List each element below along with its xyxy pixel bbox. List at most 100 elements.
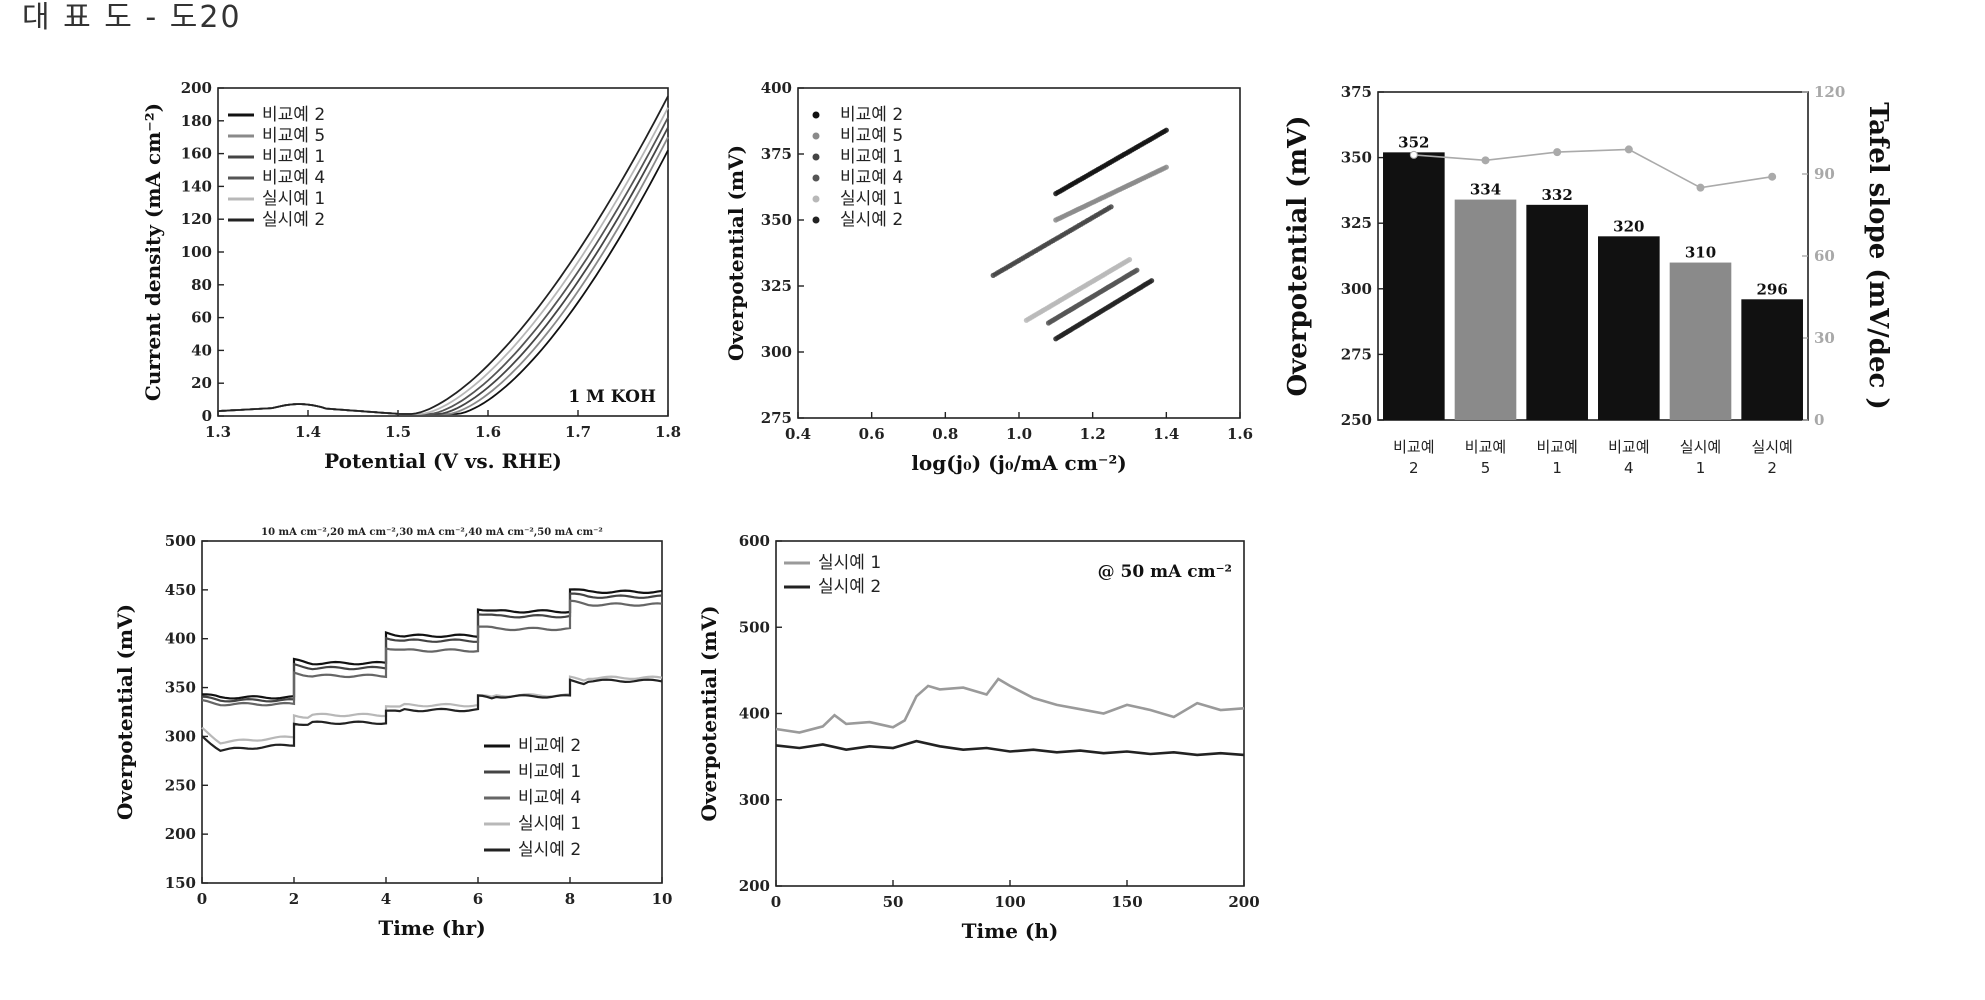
- x-tick-label: 0.4: [785, 425, 811, 443]
- y-tick-label: 375: [1341, 83, 1372, 101]
- x-tick-label: 0: [197, 890, 207, 908]
- legend-entry: 비교예 5: [840, 126, 903, 146]
- category-label-index: 4: [1624, 459, 1634, 477]
- bar-6: [1741, 299, 1803, 420]
- y-tick-label: 350: [761, 211, 792, 229]
- chart-a-group: 1.31.41.51.61.71.80204060801001201401601…: [141, 79, 681, 473]
- y-axis-label: Overpotential (mV): [113, 604, 137, 820]
- y2-tick-label: 90: [1814, 165, 1835, 183]
- bar-4: [1598, 236, 1660, 420]
- x-axis-label: Potential (V vs. RHE): [324, 449, 562, 473]
- y-tick-label: 325: [761, 277, 792, 295]
- y-axis-label: Overpotential (mV): [697, 605, 721, 821]
- chart-d-group: 0246810150200250300350400450500Time (hr)…: [113, 527, 672, 940]
- category-label-index: 2: [1767, 459, 1777, 477]
- legend-entry: 비교예 4: [840, 168, 903, 188]
- legend-entry: 실시예 2: [518, 840, 581, 860]
- series-line-3: [202, 601, 662, 706]
- y-tick-label: 350: [165, 679, 196, 697]
- bar-3: [1526, 205, 1588, 420]
- series-points-3: [991, 204, 1114, 278]
- data-point: [1109, 204, 1114, 209]
- x-tick-label: 2: [289, 890, 299, 908]
- x-tick-label: 1.4: [1153, 425, 1179, 443]
- electrolyte-annotation: 1 M KOH: [568, 387, 656, 407]
- chart-c-group: 2502753003253503750306090120352비교예2334비교…: [1283, 83, 1893, 477]
- x-tick-label: 1.2: [1080, 425, 1106, 443]
- y-axis-label: Current density (mA cm⁻²): [141, 103, 165, 401]
- category-label-index: 1: [1552, 459, 1562, 477]
- current-steps-title: 10 mA cm⁻²,20 mA cm⁻²,30 mA cm⁻²,40 mA c…: [261, 527, 603, 538]
- y-tick-label: 200: [739, 877, 770, 895]
- y2-tick-label: 0: [1814, 411, 1824, 429]
- y-tick-label: 500: [165, 532, 196, 550]
- category-label-index: 5: [1481, 459, 1491, 477]
- y-tick-label: 400: [165, 630, 196, 648]
- legend-entry: 비교예 5: [262, 126, 325, 146]
- tafel-point: [1554, 149, 1561, 156]
- legend-entry: 비교예 2: [518, 736, 581, 756]
- y-tick-label: 400: [761, 79, 792, 97]
- y-tick-label: 600: [739, 532, 770, 550]
- y2-tick-label: 120: [1814, 83, 1845, 101]
- bar-2: [1455, 200, 1517, 420]
- legend-entry: 비교예 1: [518, 762, 581, 782]
- x-tick-label: 8: [565, 890, 575, 908]
- x-tick-label: 0.8: [932, 425, 958, 443]
- legend-entry: 비교예 2: [262, 105, 325, 125]
- series-line-5: [202, 680, 662, 751]
- y-tick-label: 300: [761, 343, 792, 361]
- y-tick-label: 275: [761, 409, 792, 427]
- series-line-2: [202, 594, 662, 702]
- series-points-2: [1053, 165, 1169, 223]
- bar-1: [1383, 152, 1445, 420]
- y-tick-label: 450: [165, 581, 196, 599]
- series-points-5: [1024, 257, 1132, 323]
- y2-tick-label: 30: [1814, 329, 1835, 347]
- y-tick-label: 180: [181, 112, 212, 130]
- category-label: 비교예: [1393, 438, 1434, 456]
- tafel-point: [1482, 157, 1489, 164]
- y-tick-label: 80: [191, 276, 212, 294]
- y-tick-label: 250: [1341, 411, 1372, 429]
- x-tick-label: 1.7: [565, 423, 591, 441]
- data-point: [1134, 268, 1139, 273]
- legend-marker: [813, 196, 820, 203]
- x-axis-label: Time (h): [962, 919, 1059, 943]
- bar-value-label: 334: [1470, 181, 1501, 199]
- x-tick-label: 1.3: [205, 423, 231, 441]
- bar-value-label: 296: [1757, 280, 1788, 298]
- x-tick-label: 200: [1228, 893, 1259, 911]
- y-tick-label: 20: [191, 374, 212, 392]
- data-point: [1164, 165, 1169, 170]
- series-line-1: [776, 679, 1244, 733]
- legend-entry: 실시예 2: [262, 210, 325, 230]
- x-tick-label: 0: [771, 893, 781, 911]
- tafel-point: [1625, 146, 1632, 153]
- y-tick-label: 200: [165, 825, 196, 843]
- tafel-point: [1410, 151, 1417, 158]
- y-tick-label: 325: [1341, 214, 1372, 232]
- y-tick-label: 350: [1341, 149, 1372, 167]
- tafel-slope-line: [1414, 149, 1772, 187]
- y-tick-label: 160: [181, 145, 212, 163]
- legend-entry: 비교예 2: [840, 105, 903, 125]
- bar-value-label: 332: [1542, 186, 1573, 204]
- legend-marker: [813, 217, 820, 224]
- legend-entry: 실시예 1: [818, 553, 881, 573]
- legend-marker: [813, 112, 820, 119]
- category-label: 비교예: [1536, 438, 1577, 456]
- legend-entry: 비교예 1: [262, 147, 325, 167]
- x-tick-label: 0.6: [859, 425, 885, 443]
- tafel-point: [1769, 173, 1776, 180]
- current-density-annotation: @ 50 mA cm⁻²: [1098, 562, 1232, 582]
- bar-value-label: 310: [1685, 244, 1716, 262]
- x-tick-label: 10: [652, 890, 673, 908]
- bar-5: [1670, 263, 1732, 420]
- y-tick-label: 300: [165, 727, 196, 745]
- chart-e-group: 050100150200200300400500600Time (h)Overp…: [697, 532, 1260, 943]
- tafel-point: [1697, 184, 1704, 191]
- x-tick-label: 100: [994, 893, 1025, 911]
- category-label: 비교예: [1608, 438, 1649, 456]
- y-tick-label: 60: [191, 309, 212, 327]
